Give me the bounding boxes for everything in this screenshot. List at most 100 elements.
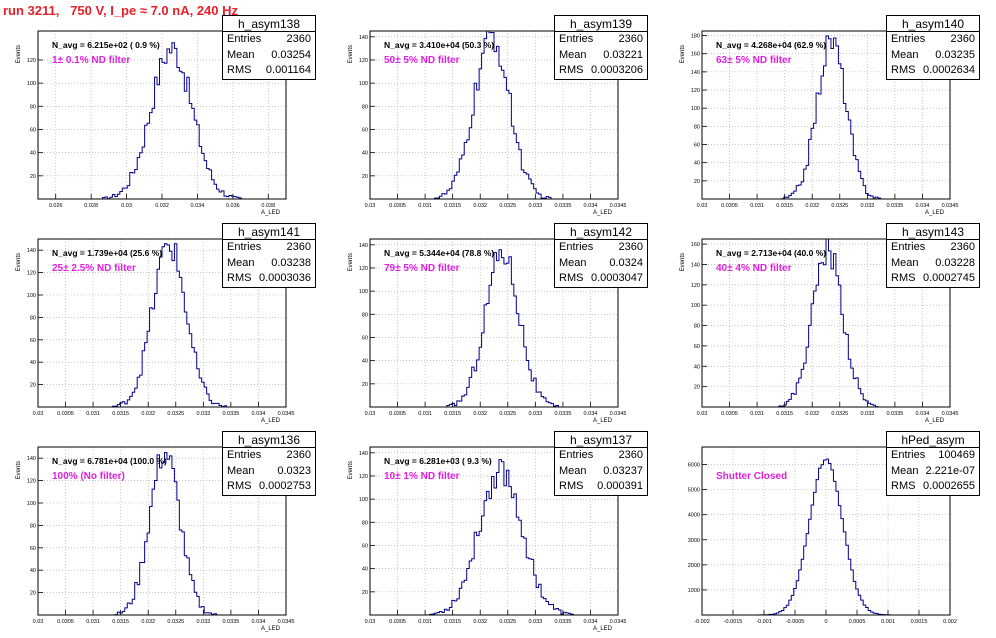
x-tick-label: 0.03 xyxy=(697,411,708,417)
stats-label: RMS xyxy=(559,480,584,493)
x-tick-label: -0.0005 xyxy=(786,619,805,625)
filter-label: 25± 2.5% ND filter xyxy=(52,263,136,274)
x-tick-label: 0.03 xyxy=(33,411,44,417)
stats-value: 2360 xyxy=(286,449,311,461)
stats-label: Mean xyxy=(227,464,255,477)
stats-row-mean: Mean 0.03254 xyxy=(223,48,315,64)
x-tick-label: 0.033 xyxy=(528,411,542,417)
y-tick-label: 4000 xyxy=(688,513,700,519)
stats-label: Entries xyxy=(559,241,594,253)
x-tick-label: 0.0325 xyxy=(167,619,184,625)
x-tick-label: 0.034 xyxy=(252,411,266,417)
x-tick-label: 0.0335 xyxy=(886,411,903,417)
stats-row-rms: RMS 0.0002745 xyxy=(887,271,979,287)
y-axis-label: Events xyxy=(16,253,22,271)
x-tick-label: 0.001 xyxy=(881,619,895,625)
navg-label: N_avg = 1.739e+04 (25.6 %) xyxy=(52,248,163,258)
x-axis-label: A_LED xyxy=(593,418,613,424)
y-tick-label: 100 xyxy=(27,293,36,299)
histogram-panel-h_asym141: 0.03 0.0305 0.031 0.0315 0.032 0.0325 0.033 0.0… xyxy=(0,222,332,430)
stats-value: 0.0324 xyxy=(609,256,643,269)
stats-row-entries: Entries 2360 xyxy=(223,32,315,48)
y-tick-label: 140 xyxy=(691,262,700,268)
stats-value: 0.0002745 xyxy=(923,272,975,285)
x-tick-label: 0.0315 xyxy=(776,203,793,209)
stats-value: 0.0003206 xyxy=(591,64,643,77)
x-tick-label: 0.036 xyxy=(226,203,240,209)
x-tick-label: 0.033 xyxy=(196,411,210,417)
y-tick-label: 20 xyxy=(694,385,700,391)
stats-row-rms: RMS 0.0003206 xyxy=(555,63,647,79)
x-tick-label: 0.033 xyxy=(196,619,210,625)
histogram-title: h_asym138 xyxy=(222,15,316,33)
x-tick-label: 0.031 xyxy=(418,203,432,209)
x-tick-label: 0.026 xyxy=(49,203,63,209)
stats-row-entries: Entries 2360 xyxy=(555,240,647,256)
x-tick-label: 0.0325 xyxy=(831,411,848,417)
y-tick-label: 40 xyxy=(362,359,368,365)
stats-label: RMS xyxy=(559,272,584,285)
x-tick-label: 0.0315 xyxy=(444,619,461,625)
stats-box: Entries 2360 Mean 0.0323 RMS 0.0002753 xyxy=(222,447,316,496)
stats-label: Mean xyxy=(227,48,255,61)
x-tick-label: 0.03 xyxy=(121,203,132,209)
y-tick-label: 40 xyxy=(362,151,368,157)
y-tick-label: 140 xyxy=(359,243,368,249)
y-tick-label: 80 xyxy=(362,104,368,110)
y-tick-label: 80 xyxy=(694,124,700,130)
stats-value: 0.0002655 xyxy=(923,480,975,493)
y-tick-label: 6000 xyxy=(688,463,700,469)
y-axis-label: Events xyxy=(16,461,22,479)
stats-row-entries: Entries 2360 xyxy=(887,240,979,256)
y-tick-label: 100 xyxy=(359,497,368,503)
x-tick-label: 0.0315 xyxy=(112,619,129,625)
x-tick-label: 0.0325 xyxy=(499,411,516,417)
histogram-plot: 0.03 0.0305 0.031 0.0315 0.032 0.0325 0.033 0.0… xyxy=(348,30,626,216)
stats-value: 0.0002634 xyxy=(923,64,975,77)
stats-label: Entries xyxy=(891,33,926,45)
stats-row-entries: Entries 2360 xyxy=(223,448,315,464)
x-tick-label: 0.03 xyxy=(365,411,376,417)
x-tick-label: 0.0315 xyxy=(444,203,461,209)
stats-row-mean: Mean 2.221e-07 xyxy=(887,464,979,480)
x-tick-label: 0.0335 xyxy=(554,619,571,625)
stats-row-mean: Mean 0.03235 xyxy=(887,48,979,64)
y-tick-label: 120 xyxy=(27,271,36,277)
x-axis-label: A_LED xyxy=(261,418,281,424)
y-tick-label: 20 xyxy=(362,174,368,180)
stats-label: Mean xyxy=(559,256,587,269)
histogram-panel-h_asym143: 0.03 0.0305 0.031 0.0315 0.032 0.0325 0.033 0.0… xyxy=(664,222,996,430)
navg-label: N_avg = 6.781e+04 (100.0 %) xyxy=(52,456,167,466)
x-tick-label: 0.032 xyxy=(805,411,819,417)
x-tick-label: 0.0305 xyxy=(57,619,74,625)
navg-label: N_avg = 5.344e+04 (78.8 %) xyxy=(384,248,495,258)
histogram-title: h_asym141 xyxy=(222,223,316,241)
stats-row-entries: Entries 2360 xyxy=(223,240,315,256)
stats-row-entries: Entries 2360 xyxy=(887,32,979,48)
y-tick-label: 140 xyxy=(27,248,36,254)
stats-row-mean: Mean 0.0324 xyxy=(555,256,647,272)
stats-row-rms: RMS 0.000391 xyxy=(555,479,647,495)
stats-box: Entries 2360 Mean 0.03235 RMS 0.0002634 xyxy=(886,31,980,80)
navg-label: N_avg = 3.410e+04 (50.3 %) xyxy=(384,40,495,50)
y-tick-label: 100 xyxy=(691,106,700,112)
y-tick-label: 60 xyxy=(30,338,36,344)
y-tick-label: 80 xyxy=(30,104,36,110)
y-tick-label: 40 xyxy=(30,568,36,574)
x-tick-label: 0.0335 xyxy=(886,203,903,209)
histogram-panel-h_asym139: 0.03 0.0305 0.031 0.0315 0.032 0.0325 0.033 0.0… xyxy=(332,14,664,222)
stats-label: Entries xyxy=(227,241,262,253)
y-tick-label: 140 xyxy=(27,456,36,462)
histogram-panel-h_asym142: 0.03 0.0305 0.031 0.0315 0.032 0.0325 0.033 0.0… xyxy=(332,222,664,430)
x-tick-label: 0.032 xyxy=(473,203,487,209)
x-tick-label: 0.0305 xyxy=(721,411,738,417)
stats-row-mean: Mean 0.03221 xyxy=(555,48,647,64)
x-tick-label: 0.038 xyxy=(261,203,275,209)
stats-value: 0.03237 xyxy=(603,464,643,477)
stats-row-mean: Mean 0.03238 xyxy=(223,256,315,272)
stats-label: RMS xyxy=(891,64,916,77)
x-tick-label: 0.03 xyxy=(365,203,376,209)
stats-label: RMS xyxy=(891,272,916,285)
stats-row-entries: Entries 100469 xyxy=(887,448,979,464)
y-axis-label: Events xyxy=(348,45,354,63)
